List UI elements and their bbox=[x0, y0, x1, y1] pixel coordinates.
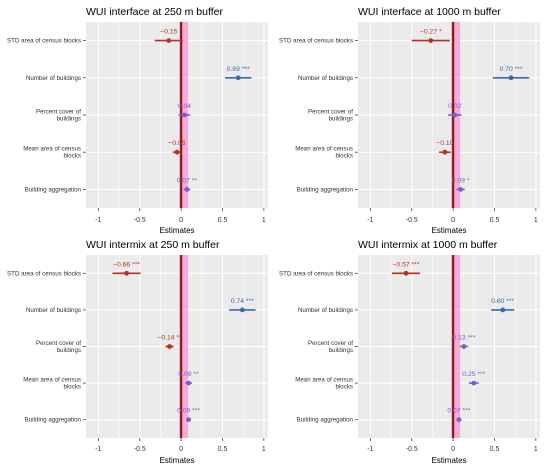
x-axis-label: Estimates bbox=[431, 456, 466, 465]
x-axis-label: Estimates bbox=[431, 226, 466, 235]
x-tick-label: 1 bbox=[534, 446, 538, 453]
estimate-point bbox=[471, 380, 477, 386]
x-axis-label: Estimates bbox=[159, 456, 194, 465]
estimate-point bbox=[235, 75, 241, 81]
x-tick-label: 0.5 bbox=[218, 446, 228, 453]
estimate-label: 0.60 *** bbox=[491, 298, 514, 305]
estimate-point bbox=[508, 75, 514, 81]
category-label: Number of buildings bbox=[298, 75, 353, 82]
estimate-point bbox=[239, 307, 245, 313]
estimate-point bbox=[452, 112, 458, 118]
estimate-label: 0.70 *** bbox=[500, 66, 523, 73]
estimate-label: 0.07 ** bbox=[177, 177, 198, 184]
chart-title: WUI intermix at 1000 m buffer bbox=[358, 239, 498, 251]
estimate-label: 0.09 * bbox=[452, 177, 470, 184]
x-tick-label: -1 bbox=[95, 446, 101, 453]
chart-title: WUI intermix at 250 m buffer bbox=[86, 239, 220, 251]
estimate-label: −0.57 *** bbox=[392, 261, 419, 268]
x-tick-label: -0.5 bbox=[406, 217, 418, 224]
chart-panel-4: WUI intermix at 1000 m buffer STD area of… bbox=[279, 239, 540, 465]
estimate-point bbox=[442, 149, 448, 155]
zero-band bbox=[451, 255, 461, 438]
estimate-point bbox=[174, 149, 180, 155]
category-label: Mean area of census blocks bbox=[295, 377, 353, 391]
estimate-label: −0.05 bbox=[168, 140, 185, 147]
x-axis-label: Estimates bbox=[159, 226, 194, 235]
category-label: Number of buildings bbox=[26, 307, 81, 314]
estimate-point bbox=[461, 344, 467, 349]
category-label: Mean area of census blocks bbox=[23, 146, 81, 160]
estimate-label: −0.66 *** bbox=[113, 261, 140, 268]
category-label: STD area of census blocks bbox=[279, 38, 353, 45]
estimate-label: −0.15 bbox=[160, 29, 177, 36]
estimate-point bbox=[124, 270, 129, 276]
estimate-label: −0.14 ** bbox=[157, 335, 182, 342]
x-tick-label: -1 bbox=[95, 217, 101, 224]
x-tick-label: 0 bbox=[179, 446, 183, 453]
category-label: Percent cover of buildings bbox=[36, 340, 81, 354]
category-label: Percent cover of buildings bbox=[36, 109, 81, 123]
estimate-point bbox=[500, 307, 506, 313]
chart-title: WUI interface at 250 m buffer bbox=[86, 6, 223, 18]
category-label: Percent cover of buildings bbox=[308, 109, 353, 123]
x-tick-label: 1 bbox=[534, 217, 538, 224]
estimate-label: 0.09 *** bbox=[177, 408, 200, 415]
chart-panel-3: WUI intermix at 250 m buffer STD area of … bbox=[7, 239, 268, 465]
estimate-point bbox=[428, 38, 434, 43]
estimate-point bbox=[186, 417, 191, 423]
estimate-point bbox=[186, 380, 191, 386]
chart-panel-2: WUI interface at 1000 m buffer STD area o… bbox=[279, 6, 540, 235]
category-label: Building aggregation bbox=[297, 186, 354, 193]
estimate-label: −0.10 bbox=[436, 140, 453, 147]
category-label: Building aggregation bbox=[297, 417, 354, 424]
chart-title: WUI interface at 1000 m buffer bbox=[358, 6, 501, 18]
x-tick-label: -1 bbox=[367, 446, 373, 453]
estimate-label: 0.04 bbox=[178, 103, 191, 110]
estimate-label: 0.69 *** bbox=[227, 66, 250, 73]
estimate-point bbox=[182, 112, 187, 118]
estimate-label: 0.02 bbox=[448, 103, 461, 110]
estimate-point bbox=[167, 344, 172, 349]
x-tick-label: -0.5 bbox=[134, 217, 146, 224]
x-tick-label: -1 bbox=[367, 217, 373, 224]
chart-panel-1: WUI interface at 250 m buffer STD area of… bbox=[7, 6, 268, 235]
x-tick-label: 1 bbox=[262, 446, 266, 453]
category-label: Percent cover of buildings bbox=[308, 340, 353, 354]
x-tick-label: 0.5 bbox=[490, 217, 500, 224]
x-tick-label: 0.5 bbox=[218, 217, 228, 224]
estimate-label: 0.13 *** bbox=[452, 335, 475, 342]
x-tick-label: 1 bbox=[262, 217, 266, 224]
x-tick-label: 0 bbox=[179, 217, 183, 224]
category-label: Mean area of census blocks bbox=[295, 146, 353, 160]
category-label: Number of buildings bbox=[26, 75, 81, 82]
estimate-point bbox=[458, 187, 463, 192]
x-tick-label: 0 bbox=[451, 217, 455, 224]
estimate-point bbox=[456, 417, 462, 423]
category-label: STD area of census blocks bbox=[279, 270, 353, 277]
estimate-label: 0.25 *** bbox=[462, 371, 485, 378]
estimate-label: 0.07 *** bbox=[447, 408, 470, 415]
category-label: STD area of census blocks bbox=[7, 270, 81, 277]
x-tick-label: -0.5 bbox=[134, 446, 146, 453]
category-label: Number of buildings bbox=[298, 307, 353, 314]
estimate-point bbox=[184, 187, 190, 192]
x-tick-label: 0 bbox=[451, 446, 455, 453]
estimate-label: −0.27 * bbox=[420, 29, 442, 36]
estimate-label: 0.09 ** bbox=[178, 371, 199, 378]
x-tick-label: -0.5 bbox=[406, 446, 418, 453]
estimate-label: 0.74 *** bbox=[231, 298, 254, 305]
zero-band bbox=[179, 255, 189, 438]
category-label: Building aggregation bbox=[25, 417, 82, 424]
category-label: STD area of census blocks bbox=[7, 38, 81, 45]
estimate-point bbox=[403, 270, 409, 276]
category-label: Mean area of census blocks bbox=[23, 377, 81, 391]
x-tick-label: 0.5 bbox=[490, 446, 500, 453]
category-label: Building aggregation bbox=[25, 186, 82, 193]
estimate-point bbox=[166, 38, 172, 43]
